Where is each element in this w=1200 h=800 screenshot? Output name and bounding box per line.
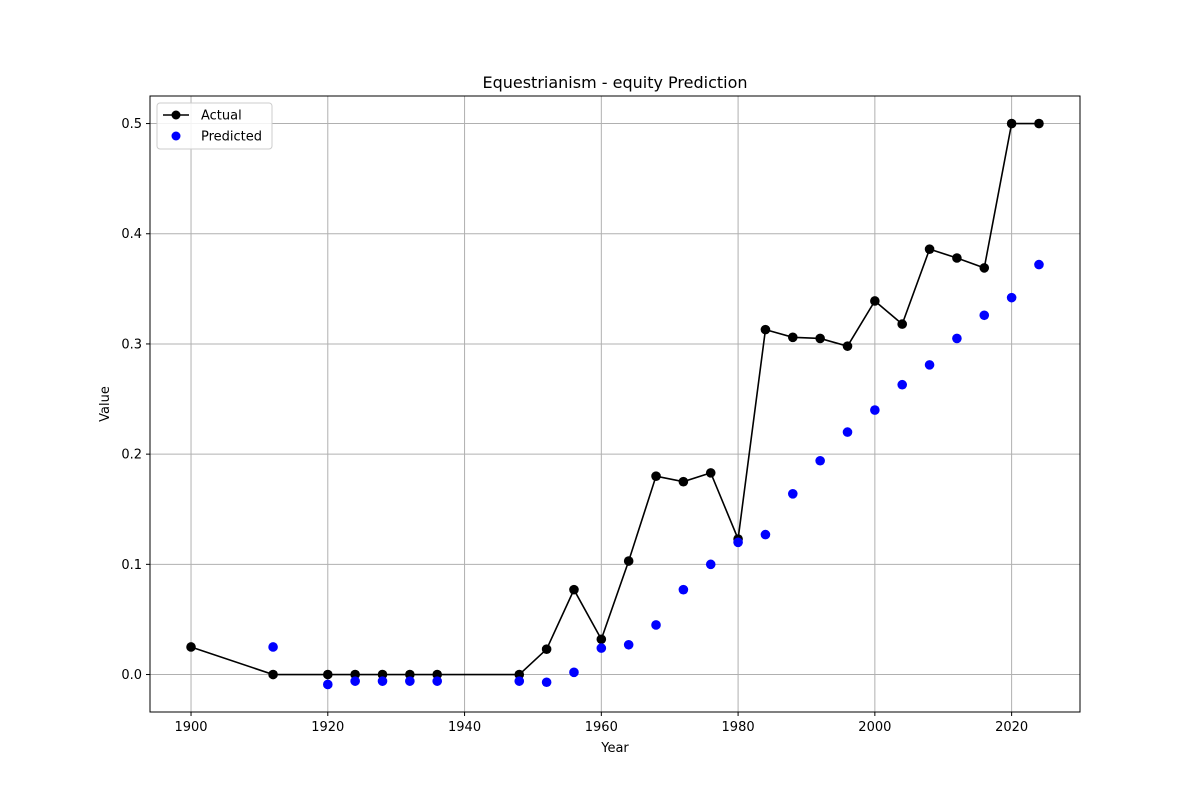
predicted-point: [322, 679, 333, 690]
predicted-point: [1006, 292, 1017, 303]
actual-point: [623, 556, 634, 566]
chart-title: Equestrianism - equity Prediction: [482, 73, 747, 92]
predicted-point: [432, 676, 443, 686]
x-tick-label: 1960: [585, 720, 618, 735]
predicted-point: [1034, 259, 1044, 270]
actual-point: [1034, 118, 1044, 129]
actual-point: [322, 669, 333, 680]
predicted-point: [979, 310, 990, 321]
y-tick-label: 0.4: [121, 227, 142, 242]
predicted-point: [268, 642, 278, 652]
actual-point: [787, 332, 798, 343]
predicted-point: [924, 360, 935, 370]
actual-point: [897, 319, 908, 329]
actual-point: [870, 296, 880, 306]
predicted-point: [514, 676, 525, 686]
predicted-point: [541, 677, 552, 688]
legend-actual-marker: [171, 110, 181, 120]
actual-point: [514, 669, 525, 680]
actual-point: [952, 253, 962, 263]
x-tick-label: 1940: [448, 720, 481, 735]
plot-frame: [149, 95, 1081, 713]
predicted-point: [623, 639, 634, 650]
actual-point: [405, 669, 415, 680]
legend: Actual Predicted: [156, 102, 273, 150]
actual-point: [678, 476, 689, 487]
predicted-point: [760, 529, 771, 540]
actual-point: [268, 669, 278, 680]
y-tick-label: 0.1: [121, 558, 142, 573]
x-axis-label: Year: [600, 741, 629, 756]
actual-point: [705, 468, 716, 478]
actual-point: [979, 263, 990, 273]
plot-series: [186, 118, 1044, 690]
actual-point: [842, 341, 853, 351]
actual-point: [350, 669, 360, 680]
y-tick-label: 0.2: [121, 448, 142, 463]
actual-point: [569, 584, 579, 595]
y-tick-label: 0.3: [121, 337, 142, 352]
legend-actual-label: Actual: [201, 109, 242, 124]
x-tick-label: 2020: [995, 720, 1028, 735]
predicted-point: [733, 537, 743, 548]
x-tick-label: 1900: [174, 720, 207, 735]
predicted-point: [705, 559, 716, 570]
actual-point: [186, 642, 196, 652]
actual-point: [815, 333, 825, 344]
x-tick-label: 2000: [858, 720, 891, 735]
predicted-point: [596, 643, 607, 653]
actual-point: [596, 634, 607, 645]
actual-point: [760, 324, 771, 335]
actual-point: [924, 244, 935, 254]
x-tick-label: 1980: [722, 720, 755, 735]
legend-predicted-marker: [171, 131, 181, 141]
predicted-point: [815, 455, 825, 466]
predicted-point: [377, 676, 388, 686]
predicted-point: [651, 620, 661, 630]
predicted-point: [787, 489, 798, 499]
actual-point: [377, 669, 388, 680]
predicted-point: [897, 379, 908, 390]
predicted-point: [842, 427, 853, 437]
predicted-point: [350, 676, 360, 686]
axes: 1900 1920 1940 1960 1980 2000 2020 0.0 0.1 0.2 0.3…: [121, 117, 1028, 735]
actual-point: [432, 669, 443, 680]
actual-point: [1006, 118, 1017, 129]
predicted-point: [569, 667, 579, 678]
predicted-point: [405, 676, 415, 686]
y-axis-label: Value: [98, 386, 113, 422]
y-tick-label: 0.5: [121, 117, 142, 132]
predicted-point: [870, 405, 880, 415]
x-tick-label: 1920: [311, 720, 344, 735]
actual-point: [541, 644, 552, 654]
predicted-point: [952, 333, 962, 344]
legend-predicted-label: Predicted: [201, 130, 262, 145]
predicted-point: [678, 584, 689, 595]
y-tick-label: 0.0: [121, 668, 142, 683]
actual-point: [651, 471, 661, 481]
